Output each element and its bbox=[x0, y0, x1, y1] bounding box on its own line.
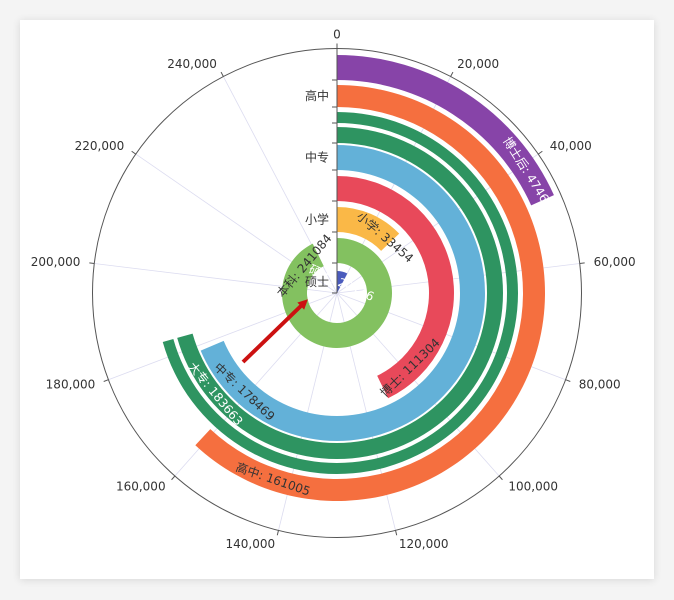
bar-博士后 bbox=[337, 55, 554, 206]
radius-label-中专: 中专 bbox=[305, 150, 329, 165]
angle-tick-label: 140,000 bbox=[226, 537, 276, 551]
angle-tick bbox=[537, 150, 543, 155]
angle-tick-label: 20,000 bbox=[457, 57, 499, 71]
bar-小学 bbox=[337, 207, 400, 251]
angle-tick bbox=[498, 475, 503, 481]
angle-tick-label: 220,000 bbox=[75, 139, 125, 153]
annotation-arrow bbox=[241, 299, 308, 364]
bar-series bbox=[162, 55, 554, 501]
angle-tick bbox=[89, 262, 95, 265]
angle-tick-label: 100,000 bbox=[508, 479, 558, 493]
angle-tick-label: 240,000 bbox=[167, 57, 217, 71]
angle-tick bbox=[171, 475, 176, 481]
bar-博士 bbox=[337, 176, 455, 399]
bar-高中 bbox=[195, 85, 545, 501]
angle-tick-label: 40,000 bbox=[550, 139, 592, 153]
angle-tick bbox=[450, 71, 454, 77]
radius-label-高中: 高中 bbox=[305, 88, 329, 103]
angle-tick bbox=[220, 71, 224, 77]
radius-label-硕士: 硕士 bbox=[305, 275, 329, 289]
angle-tick bbox=[565, 379, 571, 382]
angle-tick bbox=[103, 379, 109, 382]
angle-tick-label: 160,000 bbox=[116, 479, 166, 493]
radius-label-小学: 小学 bbox=[305, 212, 329, 227]
angle-tick bbox=[579, 262, 585, 265]
angle-tick-label: 60,000 bbox=[594, 255, 636, 269]
angle-tick-label: 0 bbox=[333, 28, 341, 42]
bar-硕士 bbox=[337, 271, 348, 293]
angle-axis: 0 20,000 40,000 60,000 80,000 100,000 120,000 1… bbox=[31, 28, 636, 551]
angle-tick bbox=[276, 530, 279, 536]
angle-tick-label: 120,000 bbox=[399, 537, 449, 551]
angle-tick bbox=[131, 150, 137, 155]
angle-tick-label: 180,000 bbox=[46, 378, 96, 392]
angle-tick-label: 200,000 bbox=[31, 255, 81, 269]
angle-tick bbox=[395, 530, 398, 536]
angle-tick-label: 80,000 bbox=[579, 378, 621, 392]
bar-本科 bbox=[282, 237, 392, 348]
